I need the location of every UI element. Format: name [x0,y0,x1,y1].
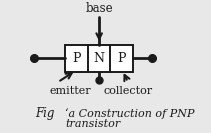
Text: Fig: Fig [35,107,55,120]
Text: N: N [94,52,105,65]
Bar [65,45,133,72]
Text: collector: collector [103,86,153,96]
Text: P: P [72,52,81,65]
Text: ‘a Construction of PNP: ‘a Construction of PNP [65,108,195,119]
Text: emitter: emitter [50,86,91,96]
Text: P: P [118,52,126,65]
Text: transistor: transistor [65,119,120,128]
Text: base: base [85,2,113,15]
